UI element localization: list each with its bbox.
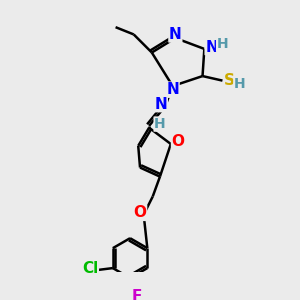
- Text: F: F: [131, 289, 142, 300]
- Text: H: H: [154, 117, 166, 131]
- Text: O: O: [172, 134, 184, 149]
- Text: N: N: [169, 27, 182, 42]
- Text: H: H: [217, 38, 228, 51]
- Text: H: H: [234, 77, 245, 91]
- Text: N: N: [166, 82, 179, 97]
- Text: O: O: [134, 205, 146, 220]
- Text: Cl: Cl: [82, 262, 98, 277]
- Text: S: S: [224, 73, 235, 88]
- Text: N: N: [154, 97, 167, 112]
- Text: N: N: [205, 40, 218, 55]
